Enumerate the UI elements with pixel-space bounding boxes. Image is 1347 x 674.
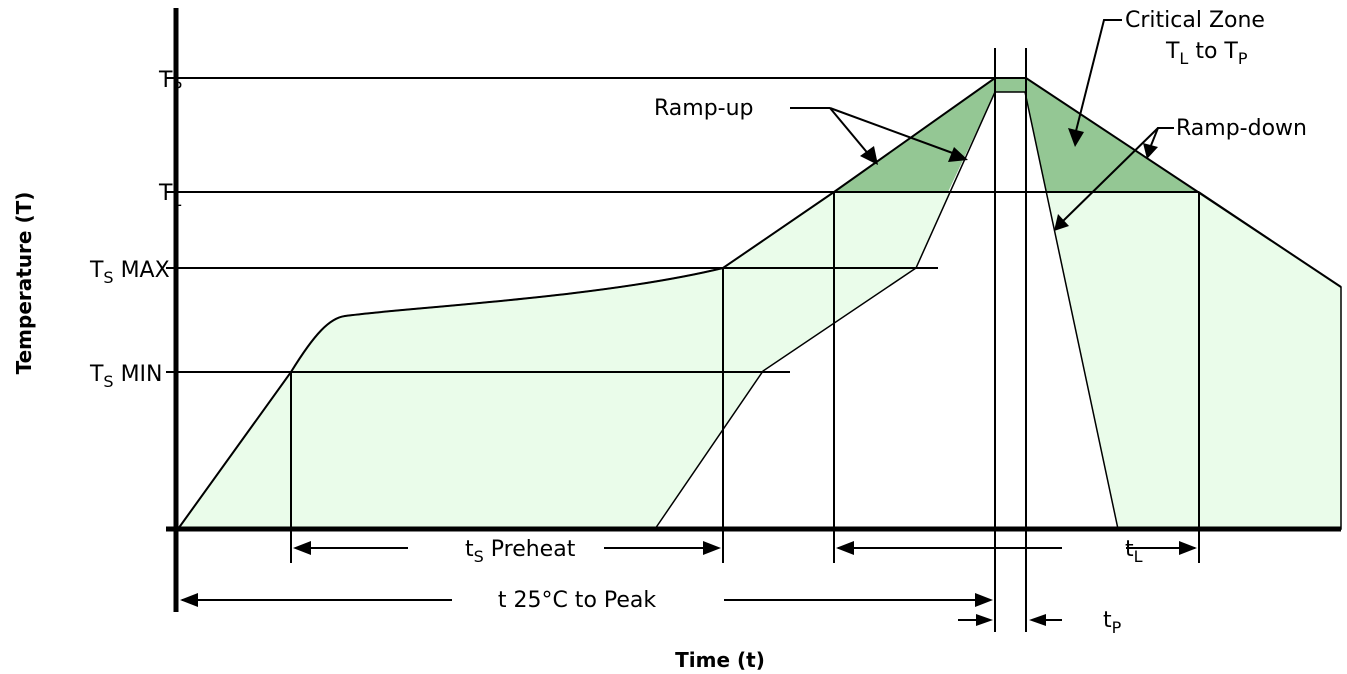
ramp-up-arrowhead-a (860, 146, 878, 165)
tl-interval-label: tL (1090, 537, 1164, 568)
lower-profile-curve (654, 91, 1119, 530)
preheat-arrowhead-right (703, 541, 721, 555)
tp-arrowhead-left (976, 614, 993, 626)
ramp-up-leader-a (829, 107, 871, 157)
critical-zone-range: TL to TP (1131, 39, 1269, 70)
to-peak-arrowhead-left (180, 593, 198, 607)
tp-arrowhead-right (1029, 614, 1046, 626)
tl-arrowhead-right (1179, 541, 1197, 555)
ramp-down-arrowhead-b (1054, 214, 1069, 231)
x-axis-title: Time (t) (675, 648, 765, 672)
critical-zone-arrowhead (1068, 128, 1084, 147)
to-peak-label: t 25°C to Peak (498, 588, 657, 613)
critical-zone-leader (1074, 19, 1122, 136)
tl-arrowhead-left (836, 541, 854, 555)
ramp-up-arrowhead-b (948, 147, 968, 162)
process-window-lower-gap (655, 92, 1118, 529)
critical-zone-region-left (834, 78, 1198, 192)
upper-profile-curve (177, 77, 1342, 530)
tp-interval-label: tP (1068, 608, 1142, 639)
preheat-label: tS Preheat (430, 537, 596, 566)
ramp-down-label: Ramp-down (1176, 116, 1307, 141)
preheat-arrowhead-left (293, 541, 311, 555)
ts-max-label: TS MAX (55, 258, 191, 287)
ramp-down-leader-b (1061, 127, 1159, 223)
ts-min-label: TS MIN (55, 362, 183, 391)
tp-label: TP (124, 68, 203, 99)
y-axis-title: Temperature (T) (12, 192, 36, 375)
ramp-up-label: Ramp-up (654, 96, 754, 121)
critical-zone-title: Critical Zone (1125, 8, 1265, 33)
to-peak-arrowhead-right (975, 593, 993, 607)
tl-label: TL (124, 181, 202, 212)
ramp-down-arrowhead-a (1143, 143, 1158, 159)
ramp-up-leader-b (829, 107, 959, 156)
